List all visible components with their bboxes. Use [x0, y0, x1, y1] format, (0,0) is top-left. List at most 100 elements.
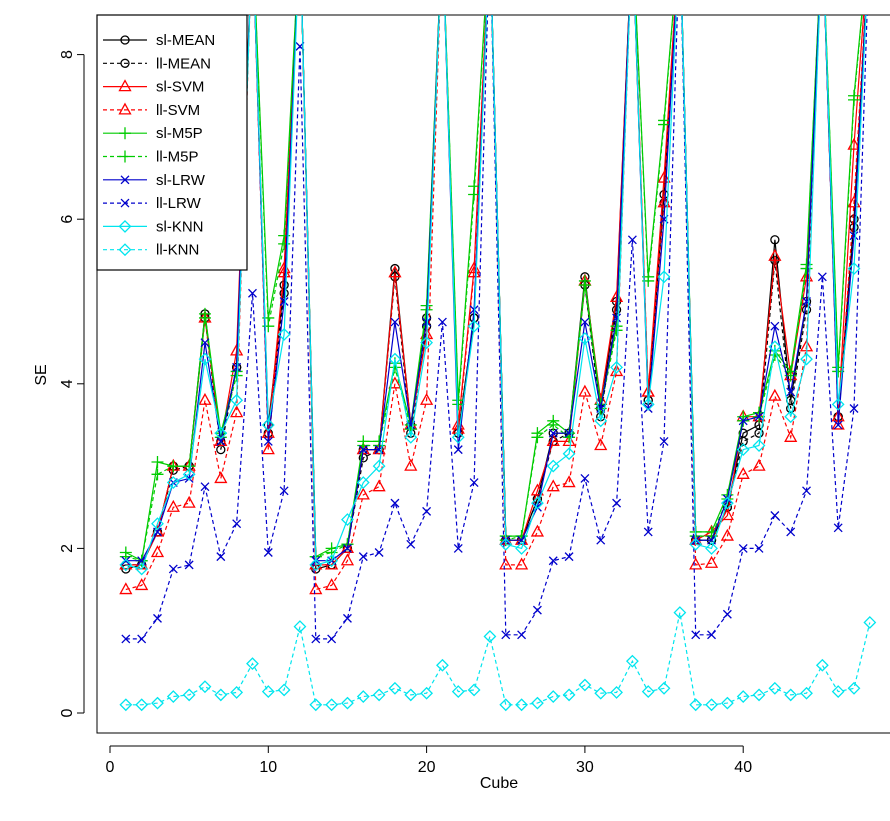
data-point — [722, 494, 732, 504]
data-point — [153, 527, 162, 537]
legend-item: sl-MEAN — [103, 32, 215, 49]
data-point — [182, 495, 196, 508]
data-point — [121, 634, 131, 644]
data-point — [325, 578, 339, 591]
data-point — [137, 556, 147, 566]
data-point — [548, 556, 558, 566]
legend-item: ll-LRW — [103, 195, 202, 212]
x-tick-label: 30 — [576, 759, 594, 776]
data-point — [610, 686, 623, 699]
x-axis-title: Cube — [480, 775, 518, 792]
data-point — [720, 696, 734, 710]
y-tick-label: 2 — [59, 544, 76, 553]
data-point — [182, 467, 196, 481]
data-point — [277, 328, 291, 341]
data-point — [420, 336, 434, 350]
series-line — [125, 15, 867, 570]
data-point — [374, 548, 384, 557]
legend-label: ll-LRW — [156, 195, 202, 212]
data-point — [562, 475, 576, 488]
data-point — [578, 332, 592, 345]
data-point — [135, 698, 149, 712]
data-point — [342, 613, 352, 623]
axis-layer: 0 10 20 30 40 0 2 4 6 8 — [59, 50, 752, 776]
data-point — [341, 696, 354, 710]
data-point — [214, 471, 228, 484]
data-point — [691, 630, 701, 640]
data-point — [467, 683, 481, 697]
data-point — [309, 558, 323, 572]
data-point — [261, 442, 275, 455]
data-point — [517, 630, 527, 640]
legend-marker — [120, 58, 130, 68]
data-point — [356, 690, 370, 703]
data-point — [849, 404, 859, 413]
data-point — [325, 554, 339, 568]
legend-marker — [119, 127, 131, 140]
y-tick-label: 4 — [59, 379, 76, 388]
data-point — [341, 513, 354, 527]
legend-item: ll-MEAN — [103, 55, 211, 72]
data-point — [707, 535, 716, 545]
data-point — [580, 473, 590, 483]
data-point — [594, 438, 608, 451]
data-point — [216, 552, 226, 562]
data-point — [469, 478, 479, 488]
data-point — [738, 543, 748, 553]
series-ll-LRW — [121, 15, 868, 644]
data-point — [578, 678, 592, 692]
data-point — [831, 397, 845, 411]
series-line — [125, 612, 871, 706]
series-layer — [119, 15, 877, 712]
y-tick-label: 6 — [59, 215, 76, 224]
data-point — [167, 460, 180, 473]
data-point — [198, 352, 212, 366]
data-point — [625, 654, 639, 668]
data-point — [704, 555, 719, 568]
data-point — [627, 235, 637, 245]
data-point — [786, 527, 796, 537]
data-point — [198, 680, 212, 694]
data-point — [643, 527, 653, 537]
legend: sl-MEAN ll-MEAN sl-SVM ll-SVM sl-M5P ll-M5P sl… — [96, 14, 248, 271]
data-point — [580, 317, 590, 327]
data-point — [768, 348, 781, 361]
data-point — [786, 387, 796, 397]
data-point — [230, 686, 244, 699]
data-point — [736, 443, 750, 457]
data-point — [388, 681, 402, 695]
data-point — [610, 360, 623, 374]
data-point — [119, 582, 133, 595]
legend-item: ll-M5P — [103, 149, 199, 166]
data-point — [689, 557, 703, 570]
data-point — [754, 543, 764, 553]
data-point — [786, 403, 796, 414]
data-point — [768, 248, 782, 261]
data-point — [659, 436, 669, 446]
data-point — [800, 686, 813, 700]
data-point — [404, 430, 418, 444]
data-point — [752, 458, 766, 471]
data-point — [657, 681, 671, 695]
series-line — [125, 15, 868, 640]
data-point — [784, 429, 798, 442]
legend-item: ll-KNN — [103, 242, 199, 259]
data-point — [802, 486, 811, 496]
legend-marker — [118, 79, 132, 92]
legend-marker — [118, 219, 132, 233]
data-point — [388, 361, 401, 374]
data-point — [673, 606, 687, 620]
data-point — [309, 582, 323, 595]
data-point — [277, 683, 291, 697]
data-point — [153, 613, 162, 623]
legend-item: sl-LRW — [103, 172, 206, 189]
data-point — [404, 688, 418, 702]
data-point — [641, 685, 655, 699]
data-point — [562, 688, 576, 702]
data-point — [390, 317, 400, 327]
data-point — [546, 690, 560, 703]
data-point — [230, 369, 243, 382]
data-point — [863, 616, 877, 629]
y-tick-label: 8 — [59, 50, 76, 59]
data-point — [390, 498, 400, 508]
